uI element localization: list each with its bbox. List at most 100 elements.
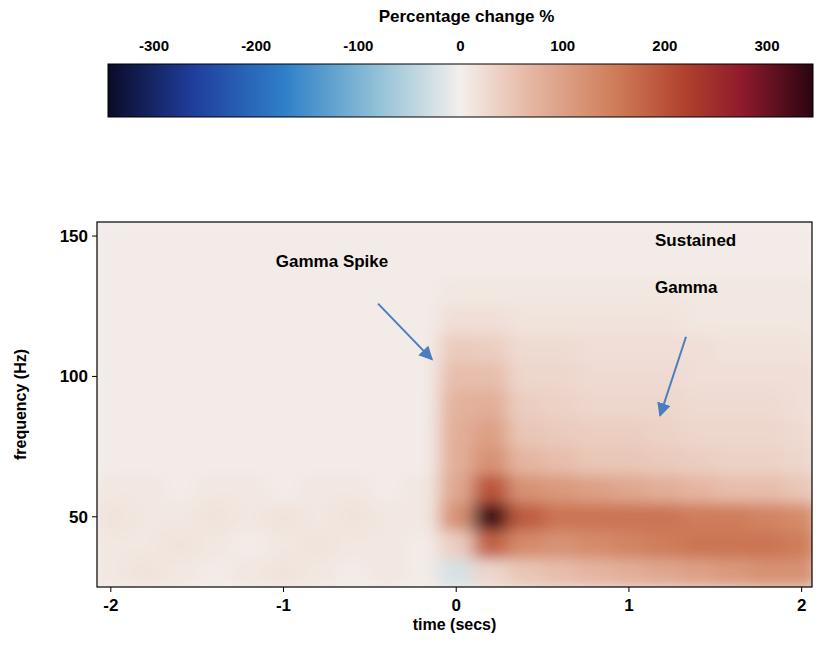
plot-background [97,222,812,587]
heatmap-cell [266,419,301,448]
heatmap-cell [232,306,267,335]
heatmap-cell [197,419,232,448]
heatmap-cell [301,419,336,448]
heatmap-cell [784,250,812,279]
heatmap-cell [577,362,612,391]
heatmap-cell [439,250,474,279]
heatmap-cell [370,222,405,251]
heatmap-cell [750,362,785,391]
heatmap-cell [543,419,578,448]
heatmap-cell [163,419,198,448]
heatmap-cell [232,447,267,476]
colorbar-tick-label: 100 [550,37,575,54]
heatmap-cell [577,250,612,279]
heatmap-cell [163,250,198,279]
heatmap-cell [473,559,508,587]
colorbar-tick-label: -300 [139,37,169,54]
heatmap-cell [577,306,612,335]
heatmap-cell [681,503,716,532]
heatmap-cell [197,278,232,307]
heatmap-cell [404,222,439,251]
heatmap-cell [97,278,129,307]
colorbar-tick-label: -200 [241,37,271,54]
heatmap-cell [197,390,232,419]
heatmap-cell [301,447,336,476]
heatmap-cell [646,306,681,335]
heatmap-cell [715,362,750,391]
heatmap-cell [681,559,716,587]
heatmap-cell [577,475,612,504]
annotation-text: Gamma Spike [276,252,388,271]
heatmap-cell [370,559,405,587]
heatmap-cell [97,390,129,419]
heatmap-cell [750,278,785,307]
heatmap-cell [232,250,267,279]
heatmap-cell [543,250,578,279]
heatmap-cell [439,306,474,335]
heatmap-cell [646,419,681,448]
heatmap-cell [681,390,716,419]
heatmap-cell [404,362,439,391]
heatmap-cell [439,475,474,504]
heatmap-cell [543,362,578,391]
heatmap-cell [439,503,474,532]
heatmap-cell [197,362,232,391]
heatmap-cell [370,447,405,476]
colorbar-tick-label: 300 [755,37,780,54]
heatmap-cell [266,334,301,363]
y-tick-label: 150 [60,227,88,246]
heatmap-cell [439,531,474,560]
y-tick [92,236,97,237]
x-tick-label: 0 [451,596,460,615]
heatmap-cell [439,447,474,476]
colorbar-title: Percentage change % [379,7,555,26]
annotation-line: Gamma [655,278,718,297]
colorbar-tick-label: 200 [652,37,677,54]
heatmap-cell [404,250,439,279]
heatmap-cell [508,390,543,419]
heatmap-cell [784,531,812,560]
heatmap-cell [301,531,336,560]
heatmap-cell [784,334,812,363]
heatmap-cell [197,531,232,560]
heatmap-cell [508,278,543,307]
heatmap-cell [715,390,750,419]
heatmap-cell [543,390,578,419]
heatmap-cell [197,475,232,504]
heatmap-cell [97,503,129,532]
heatmap-cell [612,447,647,476]
heatmap-cell [543,447,578,476]
plot-frame [97,222,812,587]
heatmap-cell [784,390,812,419]
heatmap-cell [543,531,578,560]
heatmap-cell [473,278,508,307]
heatmap-cell [508,222,543,251]
heatmap-cell [577,531,612,560]
heatmap-cell [197,334,232,363]
heatmap-cell [612,503,647,532]
heatmap-cell [750,559,785,587]
heatmap-cell [163,306,198,335]
heatmap-cell [97,334,129,363]
heatmap-cell [577,419,612,448]
heatmap-cell [163,390,198,419]
heatmap-cell [197,222,232,251]
heatmap-cell [335,447,370,476]
heatmap-cell [784,362,812,391]
heatmap-cell [750,250,785,279]
heatmap-cell [508,475,543,504]
heatmap-cell [577,222,612,251]
heatmap-cell [301,362,336,391]
heatmap-cell [370,475,405,504]
heatmap-cell [97,419,129,448]
heatmap-cell [508,419,543,448]
heatmap-cell [715,475,750,504]
heatmap-cell [163,559,198,587]
y-tick-label: 50 [69,508,88,527]
heatmap-cell [612,306,647,335]
heatmap-cell [128,306,163,335]
x-tick-label: -1 [276,596,291,615]
heatmap-cell [335,334,370,363]
heatmap-cell [163,475,198,504]
heatmap-cell [715,503,750,532]
